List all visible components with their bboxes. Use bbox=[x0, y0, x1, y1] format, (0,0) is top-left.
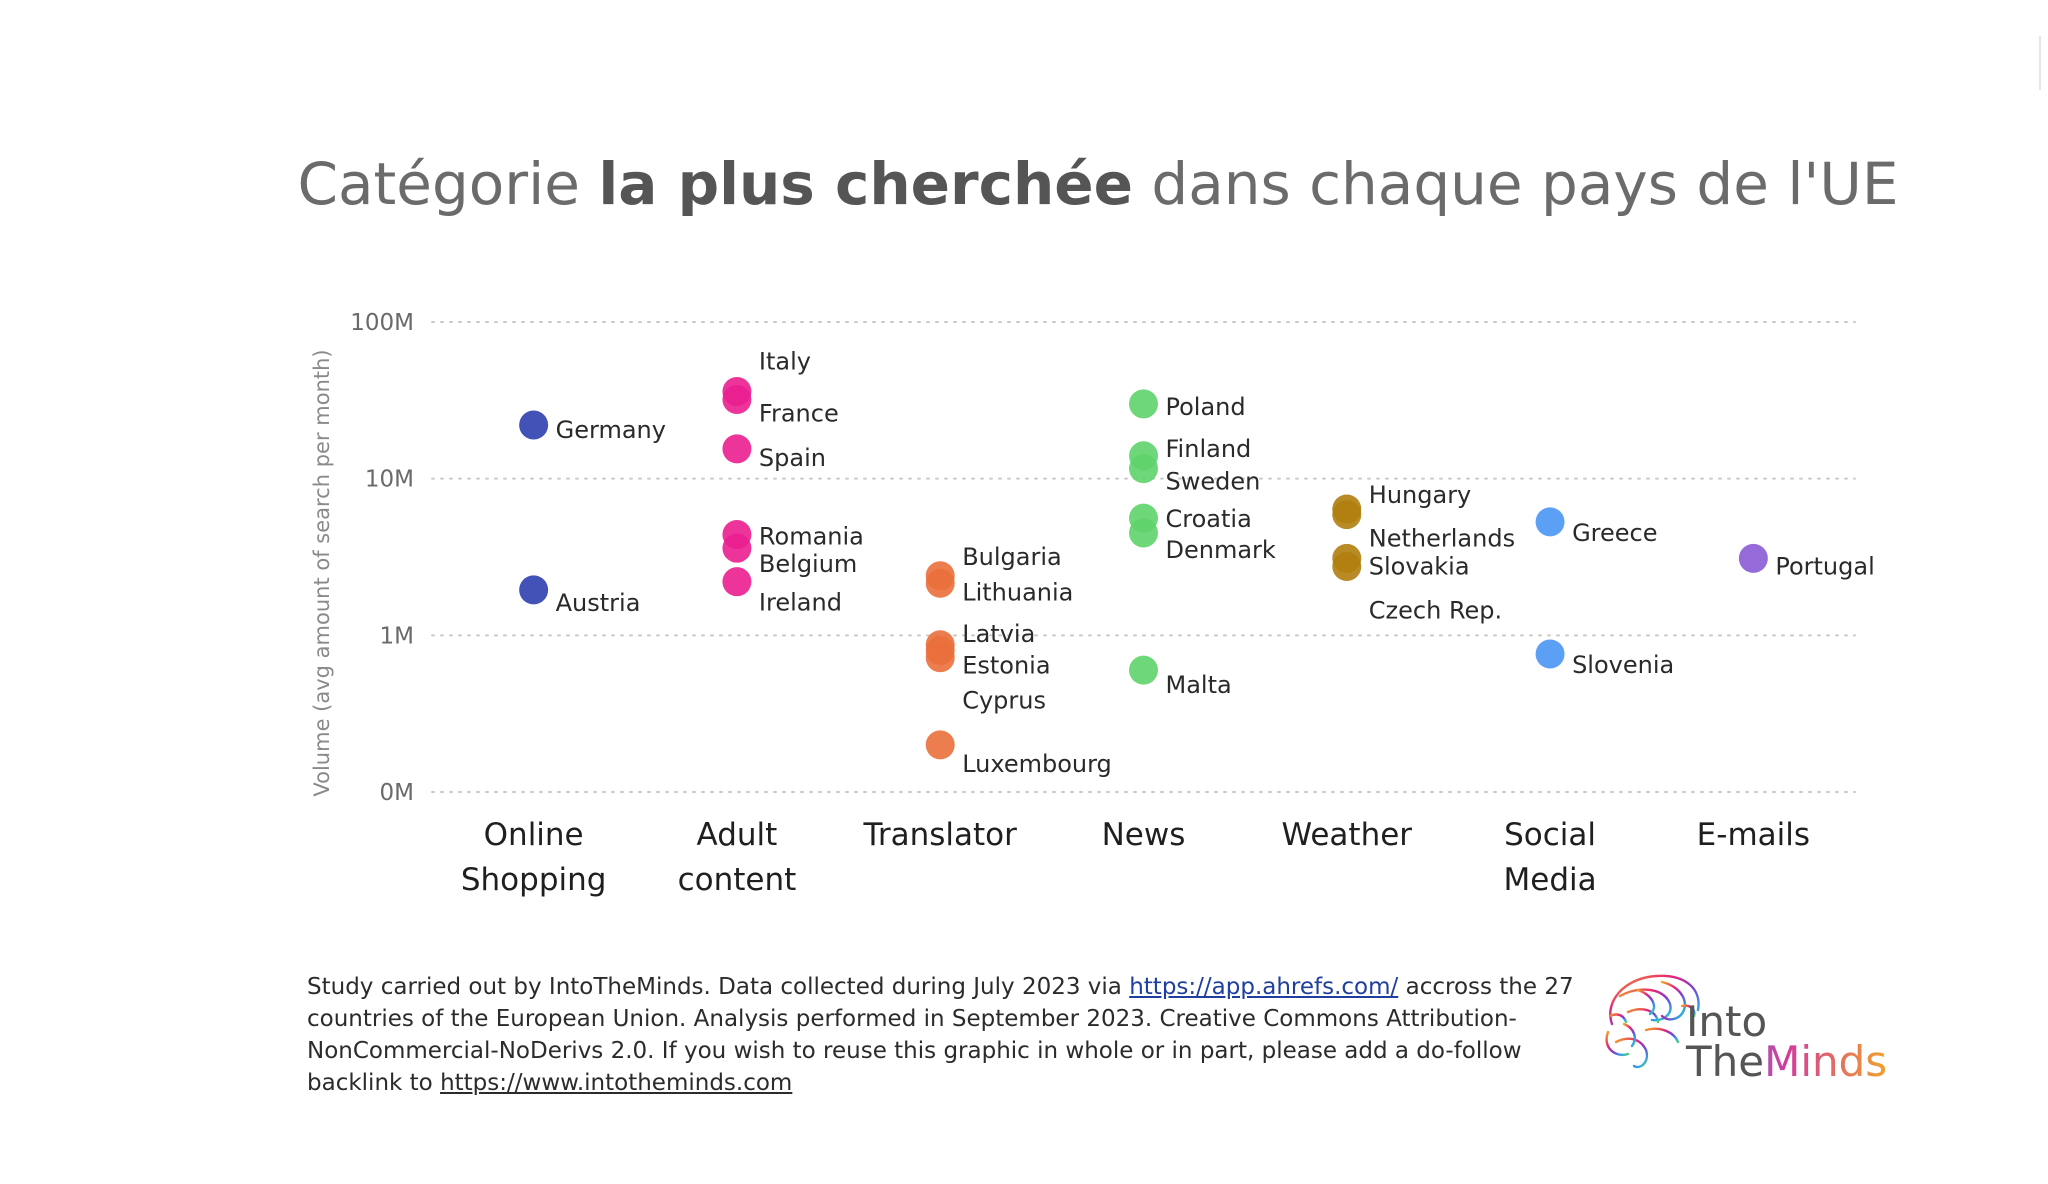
point-ireland bbox=[722, 567, 752, 597]
y-tick-label: 1M bbox=[380, 623, 414, 649]
x-axis-categories: Online Shopping Adult content Translator News… bbox=[461, 817, 1810, 898]
data-label: Hungary bbox=[1369, 481, 1471, 509]
y-axis-ticks: 0M 1M 10M 100M bbox=[350, 310, 414, 806]
y-tick-label: 0M bbox=[380, 780, 414, 806]
x-category-label: Weather bbox=[1282, 817, 1413, 853]
data-label: Slovakia bbox=[1369, 552, 1470, 580]
data-label: Denmark bbox=[1166, 536, 1276, 564]
data-label: France bbox=[759, 400, 839, 428]
point-belgium bbox=[722, 533, 752, 563]
point-france bbox=[722, 385, 752, 415]
data-label: Slovenia bbox=[1572, 651, 1674, 679]
point-lithuania bbox=[925, 568, 955, 598]
x-category-label: Translator bbox=[863, 817, 1018, 853]
logo-line-1: Into bbox=[1686, 997, 1767, 1046]
intotheminds-logo: Into TheMinds bbox=[1605, 974, 1887, 1086]
footnote-text-2: accross the 27 countries of the European… bbox=[307, 974, 1574, 1096]
x-category-label: Adult bbox=[697, 817, 778, 853]
data-labels: Germany Austria Italy France Spain RomaniaBel… bbox=[556, 348, 1875, 778]
point-czech-rep bbox=[1332, 552, 1362, 582]
data-label: Belgium bbox=[759, 550, 857, 578]
point-spain bbox=[722, 434, 752, 464]
point-cyprus bbox=[925, 643, 955, 673]
data-label: Portugal bbox=[1775, 552, 1874, 580]
point-poland bbox=[1129, 389, 1158, 419]
source-footnote: Study carried out by IntoTheMinds. Data … bbox=[307, 971, 1592, 1099]
edge-divider bbox=[2039, 36, 2041, 90]
data-label: Poland bbox=[1166, 393, 1246, 421]
x-category-label: content bbox=[678, 862, 797, 898]
point-denmark bbox=[1129, 518, 1158, 548]
data-label: Italy bbox=[759, 348, 811, 376]
y-tick-label: 100M bbox=[350, 310, 414, 336]
x-category-label: E-mails bbox=[1697, 817, 1810, 853]
data-label: Ireland bbox=[759, 589, 842, 617]
title-suffix: dans chaque pays de l'UE bbox=[1132, 150, 1899, 218]
x-category-label: Media bbox=[1504, 862, 1597, 898]
point-greece bbox=[1535, 507, 1565, 537]
data-label: Czech Rep. bbox=[1369, 597, 1502, 625]
x-category-label: Social bbox=[1504, 817, 1596, 853]
y-tick-label: 10M bbox=[365, 467, 414, 493]
data-label: Malta bbox=[1166, 671, 1232, 699]
data-label: Latvia bbox=[962, 620, 1035, 648]
brain-icon bbox=[1605, 974, 1700, 1069]
ahrefs-link[interactable]: https://app.ahrefs.com/ bbox=[1129, 974, 1399, 1000]
point-austria bbox=[519, 575, 549, 605]
point-portugal bbox=[1738, 543, 1768, 573]
data-label: Germany bbox=[556, 416, 666, 444]
point-netherlands bbox=[1332, 500, 1362, 530]
chart-title: Catégorie la plus cherchée dans chaque p… bbox=[0, 150, 2048, 218]
data-label: Estonia bbox=[962, 652, 1050, 680]
point-slovenia bbox=[1535, 639, 1565, 669]
x-category-label: Online bbox=[484, 817, 584, 853]
data-label: Greece bbox=[1572, 519, 1657, 547]
point-sweden bbox=[1129, 454, 1158, 484]
title-bold: la plus cherchée bbox=[598, 150, 1133, 218]
data-label: Finland bbox=[1166, 435, 1252, 463]
data-label: Romania bbox=[759, 523, 864, 551]
data-label: Croatia bbox=[1166, 505, 1252, 533]
data-label: Luxembourg bbox=[962, 750, 1112, 778]
point-germany bbox=[519, 410, 549, 440]
data-label: Sweden bbox=[1166, 468, 1261, 496]
data-label: Netherlands bbox=[1369, 525, 1515, 553]
x-category-label: News bbox=[1102, 817, 1186, 853]
data-label: Austria bbox=[556, 589, 641, 617]
logo-line-2: TheMinds bbox=[1685, 1037, 1887, 1086]
title-prefix: Catégorie bbox=[297, 150, 599, 218]
logo-minds: Minds bbox=[1764, 1037, 1887, 1086]
logo-the: The bbox=[1685, 1037, 1764, 1086]
data-label: Cyprus bbox=[962, 687, 1046, 715]
data-label: Bulgaria bbox=[962, 543, 1062, 571]
data-points bbox=[519, 377, 1768, 760]
footnote-text-1: Study carried out by IntoTheMinds. Data … bbox=[307, 974, 1130, 1000]
data-label: Lithuania bbox=[962, 578, 1073, 606]
data-label: Spain bbox=[759, 444, 826, 472]
point-luxembourg bbox=[925, 730, 955, 760]
y-axis-label: Volume (avg amount of search per month) bbox=[310, 349, 334, 796]
intotheminds-link[interactable]: https://www.intotheminds.com bbox=[440, 1070, 793, 1096]
point-malta bbox=[1129, 655, 1158, 685]
x-category-label: Shopping bbox=[461, 862, 607, 898]
